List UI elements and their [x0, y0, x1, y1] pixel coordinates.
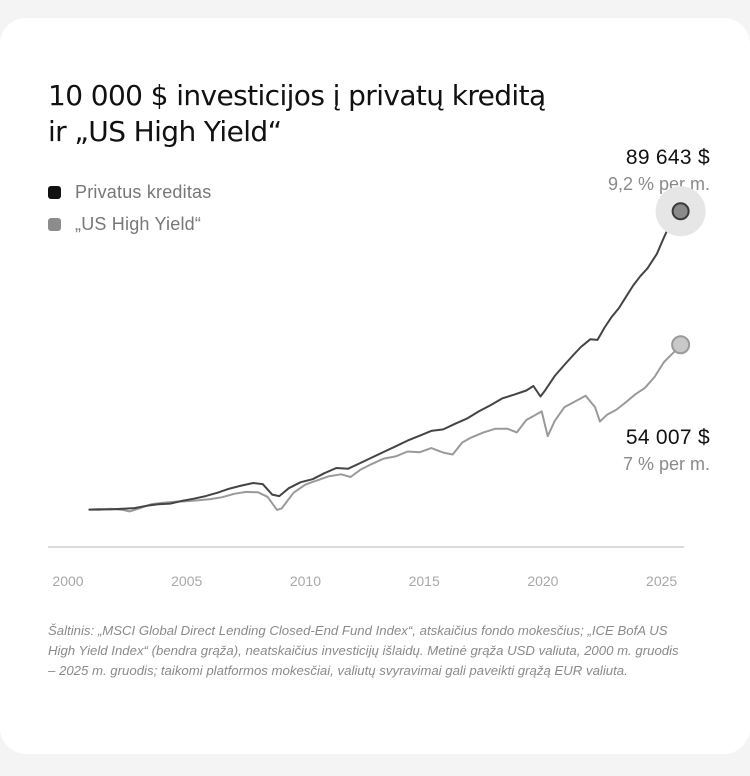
legend-label-private-credit: Privatus kreditas [75, 181, 212, 202]
annotation-high-yield: 54 007 $ 7 % per m. [623, 426, 710, 475]
x-tick-label-2010: 2010 [290, 573, 321, 589]
end-value-private-credit: 89 643 $ [625, 146, 710, 169]
end-marker-high-yield [671, 335, 691, 355]
series-line-high-yield [88, 343, 682, 513]
title-line-2: ir „US High Yield“ [48, 115, 282, 148]
legend-item-high-yield: „US High Yield“ [48, 208, 211, 240]
series-line-private-credit [88, 210, 682, 511]
legend: Privatus kreditas „US High Yield“ [48, 176, 211, 240]
chart-card [0, 18, 750, 754]
title-line-1: 10 000 $ investicijos į privatų kreditą [48, 79, 546, 112]
legend-swatch-private-credit [48, 185, 61, 199]
end-value-high-yield: 54 007 $ [625, 426, 710, 449]
annual-rate-high-yield: 7 % per m. [622, 454, 710, 474]
legend-swatch-high-yield [48, 217, 61, 231]
x-tick-label-2025: 2025 [646, 573, 677, 589]
source-note: Šaltinis: „MSCI Global Direct Lending Cl… [48, 623, 679, 678]
chart-title: 10 000 $ investicijos į privatų kreditą … [48, 78, 688, 150]
legend-item-private-credit: Privatus kreditas [48, 176, 211, 208]
plot-area: 2000 2005 2010 2015 2020 2025 [48, 186, 706, 589]
legend-label-high-yield: „US High Yield“ [75, 213, 202, 234]
x-tick-label-2020: 2020 [527, 573, 558, 589]
end-marker-private-credit [671, 202, 690, 221]
x-tick-label-2015: 2015 [409, 573, 440, 589]
x-tick-label-2000: 2000 [52, 573, 83, 589]
x-tick-label-2005: 2005 [171, 573, 202, 589]
